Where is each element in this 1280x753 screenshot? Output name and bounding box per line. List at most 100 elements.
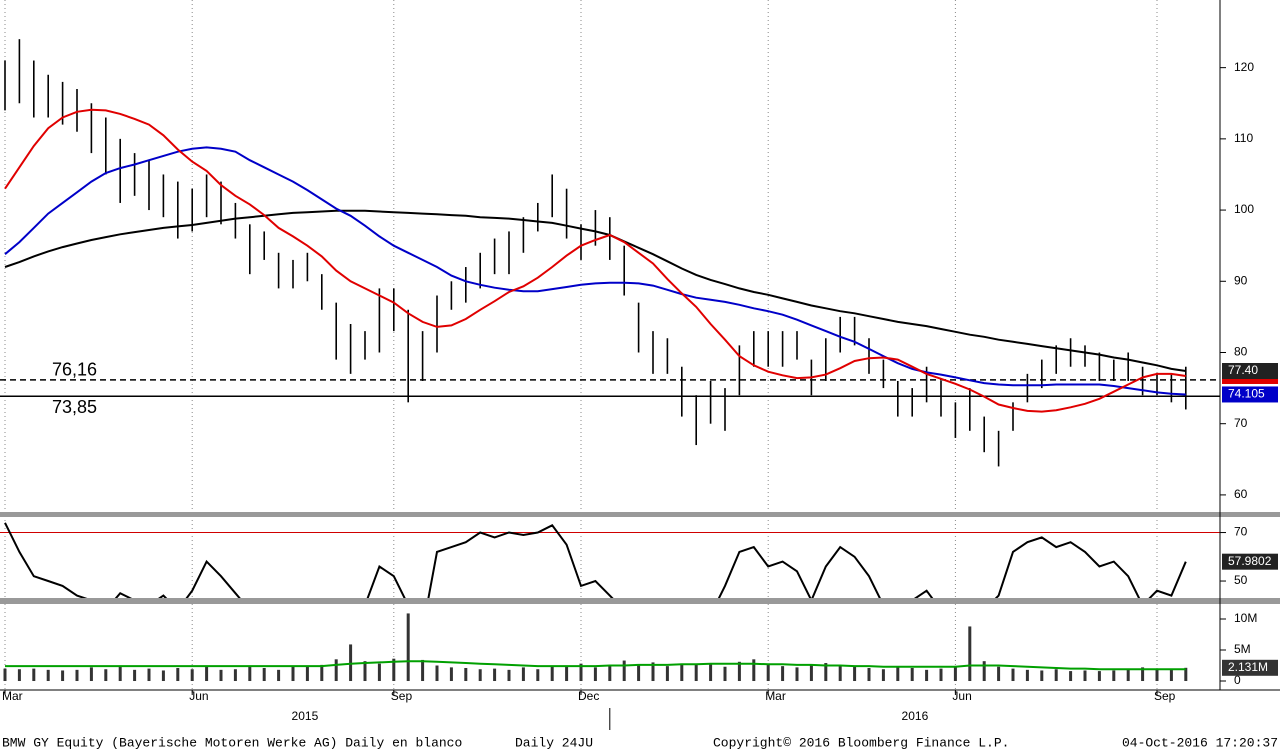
volume-bar: [61, 670, 65, 682]
last-value-box: [1222, 386, 1278, 403]
volume-bar: [680, 664, 684, 682]
x-tick-label: Sep: [391, 689, 413, 703]
volume-bar: [809, 664, 813, 682]
volume-bar: [493, 668, 497, 682]
volume-bar: [1040, 670, 1044, 682]
volume-bar: [118, 666, 122, 682]
series-line: [4, 146, 1186, 396]
series-line: [4, 522, 1187, 598]
footer-period: Daily 24JU: [515, 735, 593, 750]
volume-bar: [1184, 667, 1188, 682]
volume-bar: [953, 667, 957, 682]
volume-bar: [1083, 670, 1087, 682]
volume-bar: [853, 666, 857, 682]
volume-bar: [507, 669, 511, 682]
volume-bar: [305, 666, 309, 682]
volume-bar: [133, 669, 137, 682]
y-tick-label: 90: [1234, 273, 1248, 287]
volume-bar: [939, 668, 943, 682]
series-line: [4, 108, 1186, 413]
volume-bar: [46, 669, 50, 682]
volume-bar: [406, 613, 410, 682]
y-tick-label: 70: [1234, 416, 1248, 430]
last-value-label: 77.40: [1228, 363, 1258, 377]
volume-bar: [1054, 669, 1058, 682]
volume-bar: [1097, 671, 1101, 682]
volume-bar: [896, 667, 900, 682]
footer-timestamp: 04-Oct-2016 17:20:37: [1122, 735, 1278, 750]
volume-bar: [219, 669, 223, 682]
volume-bar: [392, 658, 396, 682]
volume-bar: [550, 665, 554, 682]
panel-separator: [0, 598, 1280, 604]
volume-bar: [968, 626, 972, 682]
volume-bar: [723, 666, 727, 682]
volume-bar: [421, 659, 425, 682]
volume-bar: [320, 664, 324, 682]
volume-bar: [521, 667, 525, 682]
volume-bar: [665, 666, 669, 682]
volume-bar: [1025, 669, 1029, 682]
y-tick-label: 5M: [1234, 642, 1251, 656]
volume-bar: [651, 662, 655, 682]
y-tick-label: 100: [1234, 202, 1254, 216]
x-tick-label: Jun: [952, 689, 971, 703]
plot-layer: Mar Jun Sep Dec Mar Jun Sep 2015 2016 60 70 80 90 100…: [0, 0, 1278, 730]
y-tick-label: 80: [1234, 345, 1248, 359]
volume-bar: [3, 668, 7, 682]
volume-bar: [982, 661, 986, 682]
y-tick-label: 10M: [1234, 611, 1257, 625]
volume-bar: [233, 669, 237, 682]
volume-bar: [795, 667, 799, 682]
panel-separator: [0, 512, 1280, 517]
x-tick-label: Mar: [2, 689, 23, 703]
series-line: [5, 660, 1186, 671]
volume-bar: [190, 669, 194, 682]
x-tick-label: Jun: [189, 689, 208, 703]
volume-bar: [478, 669, 482, 682]
volume-bar: [925, 669, 929, 682]
last-value-label: 74.105: [1228, 387, 1265, 401]
volume-bar: [75, 669, 79, 682]
volume-bar: [737, 661, 741, 682]
volume-bar: [824, 663, 828, 682]
volume-bar: [104, 669, 108, 682]
volume-bar: [766, 664, 770, 682]
y-tick-label: 110: [1234, 131, 1253, 145]
volume-bar: [881, 669, 885, 682]
y-tick-label: 70: [1234, 525, 1248, 539]
volume-bar: [694, 663, 698, 682]
volume-bar: [622, 660, 626, 682]
volume-bar: [435, 665, 439, 682]
y-tick-label: 0: [1234, 673, 1241, 687]
volume-bar: [781, 666, 785, 682]
y-tick-label: 50: [1234, 573, 1248, 587]
volume-bar: [1011, 668, 1015, 682]
last-value-box: [1222, 553, 1278, 570]
volume-bar: [1069, 671, 1073, 682]
volume-bar: [291, 665, 295, 682]
volume-bar: [565, 666, 569, 682]
year-label: 2016: [902, 709, 929, 723]
volume-bar: [579, 663, 583, 682]
volume-bar: [1155, 668, 1159, 682]
volume-bar: [464, 667, 468, 682]
volume-bar: [1126, 669, 1130, 682]
volume-bar: [536, 669, 540, 682]
volume-bar: [277, 669, 281, 682]
year-label: 2015: [292, 709, 319, 723]
volume-bar: [637, 664, 641, 682]
volume-bar: [205, 666, 209, 682]
volume-bar: [449, 667, 453, 682]
level-label: 76,16: [52, 360, 97, 380]
last-value-box: [1222, 659, 1278, 676]
volume-bar: [752, 659, 756, 682]
level-label: 73,85: [52, 397, 97, 417]
footer-copyright: Copyright© 2016 Bloomberg Finance L.P.: [713, 735, 1009, 750]
volume-bar: [593, 667, 597, 682]
volume-bar: [17, 669, 21, 682]
last-value-label: 57.9802: [1228, 554, 1272, 568]
